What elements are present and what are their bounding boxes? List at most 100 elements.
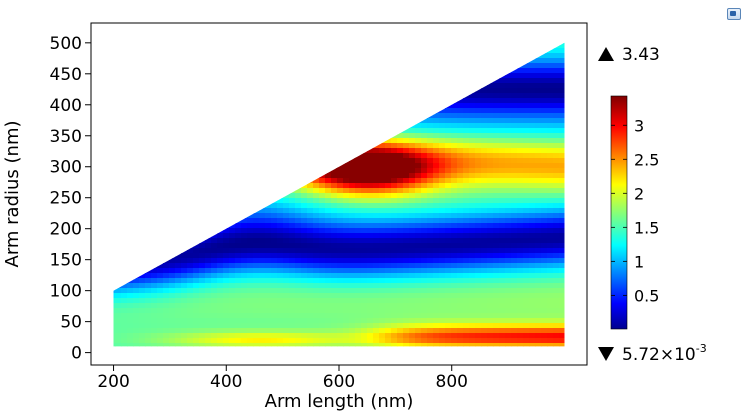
heatmap-cell [439,203,446,209]
heatmap-cell [223,273,230,279]
heatmap-cell [229,318,236,324]
heatmap-cell [499,158,506,164]
heatmap-cell [499,293,506,299]
heatmap-cell [319,278,326,284]
heatmap-cell [439,128,446,134]
heatmap-cell [487,93,494,99]
heatmap-cell [337,313,344,319]
heatmap-cell [445,308,452,314]
heatmap-cell [433,123,440,129]
heatmap-cell [151,293,158,299]
heatmap-cell [499,153,506,159]
heatmap-cell [223,238,230,244]
heatmap-cell [511,318,518,324]
heatmap-cell [187,288,194,294]
heatmap-cell [421,168,428,174]
heatmap-cell [511,228,518,234]
heatmap-cell [157,278,164,284]
heatmap-cell [475,153,482,159]
heatmap-cell [403,153,410,159]
heatmap-cell [139,313,146,319]
heatmap-cell [421,213,428,219]
heatmap-cell [421,143,428,149]
heatmap-cell [307,183,314,189]
heatmap-cell [121,303,128,309]
heatmap-cell [445,203,452,209]
heatmap-cell [271,208,278,214]
heatmap-cell [337,323,344,329]
heatmap-cell [307,333,314,339]
heatmap-cell [475,268,482,274]
heatmap-cell [151,303,158,309]
heatmap-cell [193,253,200,259]
heatmap-cell [313,343,320,347]
heatmap-cell [439,108,446,114]
heatmap-cell [145,288,152,294]
heatmap-cell [331,248,338,254]
heatmap-cell [493,118,500,124]
heatmap-cell [211,278,218,284]
heatmap-cell [181,283,188,289]
heatmap-cell [151,343,158,347]
heatmap-cell [157,333,164,339]
heatmap-cell [379,223,386,229]
heatmap-cell [439,233,446,239]
heatmap-cell [163,323,170,329]
heatmap-cell [223,298,230,304]
heatmap-cell [433,283,440,289]
heatmap-cell [409,198,416,204]
heatmap-cell [493,213,500,219]
heatmap-cell [493,328,500,334]
heatmap-cell [307,243,314,249]
heatmap-cell [277,313,284,319]
heatmap-cell [445,233,452,239]
heatmap-cell [373,213,380,219]
heatmap-cell [163,303,170,309]
heatmap-cell [475,103,482,109]
heatmap-cell [241,283,248,289]
heatmap-cell [367,178,374,184]
heatmap-cell [469,288,476,294]
heatmap-cell [373,278,380,284]
heatmap-cell [295,228,302,234]
heatmap-cell [421,153,428,159]
heatmap-cell [349,338,356,344]
heatmap-cell [319,288,326,294]
heatmap-cell [139,293,146,299]
heatmap-cell [475,323,482,329]
heatmap-cell [499,328,506,334]
heatmap-cell [373,228,380,234]
heatmap-cell [325,343,332,347]
heatmap-cell [379,178,386,184]
heatmap-cell [253,328,260,334]
heatmap-cell [355,243,362,249]
heatmap-cell [409,128,416,134]
heatmap-cell [427,268,434,274]
heatmap-cell [217,273,224,279]
heatmap-cell [289,343,296,347]
heatmap-cell [113,323,116,329]
heatmap-cell [301,338,308,344]
heatmap-cell [493,103,500,109]
heatmap-cell [433,238,440,244]
heatmap-cell [421,318,428,324]
heatmap-cell [433,323,440,329]
heatmap-cell [403,258,410,264]
heatmap-cell [313,293,320,299]
heatmap-cell [259,323,266,329]
heatmap-cell [505,238,512,244]
heatmap-cell [391,228,398,234]
heatmap-cell [487,248,494,254]
heatmap-cell [397,188,404,194]
heatmap-cell [319,253,326,259]
heatmap-cell [493,228,500,234]
heatmap-cell [319,328,326,334]
heatmap-cell [505,283,512,289]
heatmap-cell [445,128,452,134]
heatmap-cell [463,188,470,194]
heatmap-cell [469,258,476,264]
heatmap-cell [217,318,224,324]
heatmap-cell [127,303,134,309]
heatmap-cell [409,303,416,309]
heatmap-cell [493,98,500,104]
